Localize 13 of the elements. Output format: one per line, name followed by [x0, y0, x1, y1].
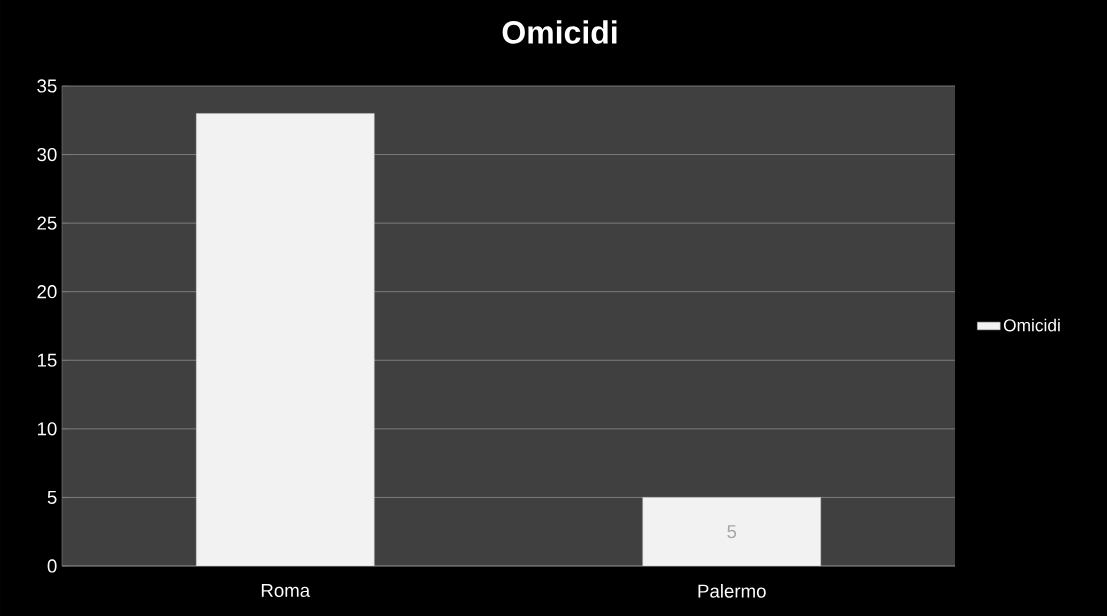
y-tick-label: 35: [37, 79, 57, 93]
x-tick-label: Roma: [261, 584, 311, 598]
chart-title: Omicidi: [502, 20, 617, 44]
y-tick-label: 30: [37, 147, 57, 162]
y-tick-label: 0: [47, 559, 57, 573]
y-tick-label: 15: [37, 353, 57, 367]
x-tick-label: Palermo: [698, 584, 766, 598]
legend-label: Omicidi: [1003, 318, 1060, 332]
y-tick-label: 5: [47, 490, 57, 504]
data-label: 5: [727, 525, 737, 539]
y-tick-label: 20: [37, 285, 57, 299]
y-tick-label: 10: [37, 422, 57, 436]
y-tick-label: 25: [37, 216, 57, 230]
